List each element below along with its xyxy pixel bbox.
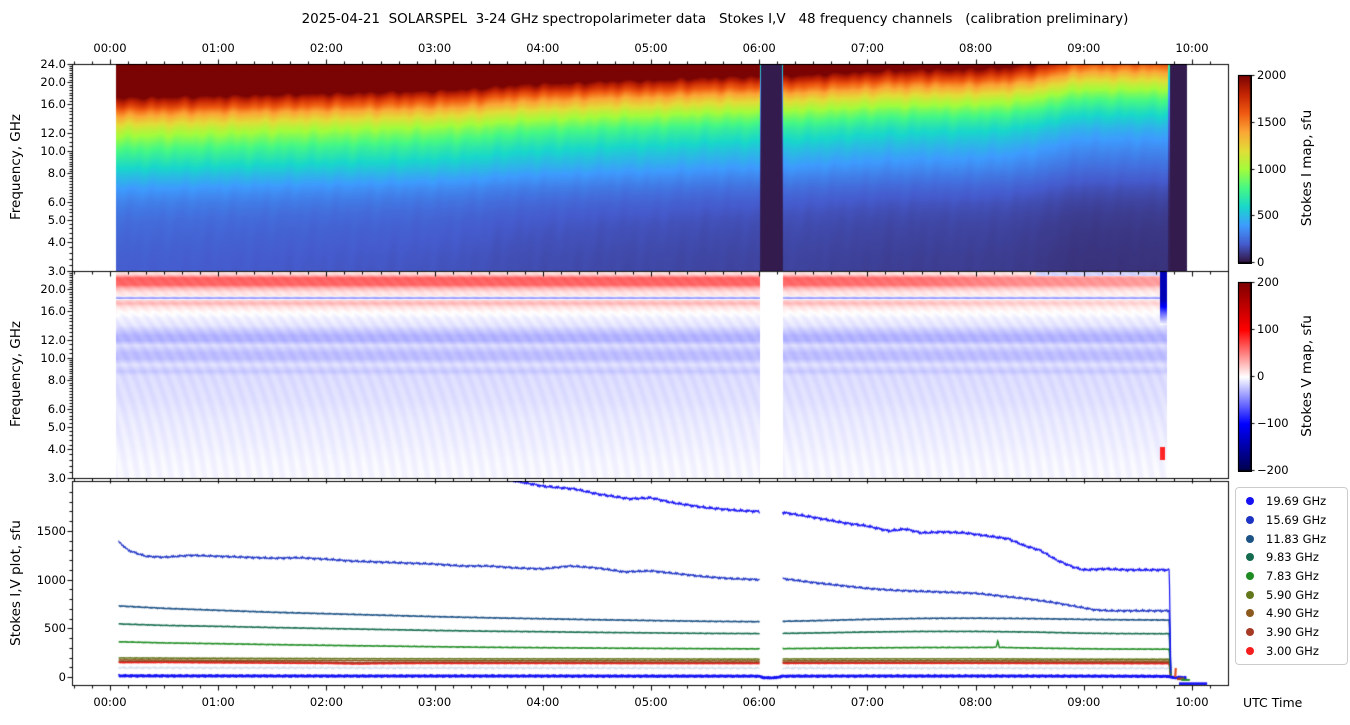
time-tick-label-top: 03:00 [418, 41, 452, 55]
stokes-i-map-panel [72, 64, 1228, 271]
time-tick-label-bottom: 08:00 [959, 695, 993, 709]
colorbar-tick-label: −100 [1257, 416, 1289, 430]
legend-item: 4.90 GHz [1236, 604, 1347, 622]
legend-marker-icon [1246, 646, 1254, 655]
legend-marker-icon [1246, 590, 1254, 599]
time-tick-label-bottom: 03:00 [418, 695, 452, 709]
legend-item: 11.83 GHz [1236, 530, 1347, 548]
freq-tick-label: 3.0 [47, 471, 66, 485]
stokes-iv-lineplot [72, 481, 1228, 685]
flux-tick-label: 1500 [36, 523, 66, 538]
freq-tick-label: 24.0 [40, 57, 66, 71]
time-tick-label-top: 04:00 [526, 41, 560, 55]
legend-marker-icon [1246, 609, 1254, 618]
time-tick-label-top: 08:00 [959, 41, 993, 55]
freq-tick-label: 10.0 [40, 351, 66, 366]
legend-item: 19.69 GHz [1236, 492, 1347, 510]
freq-tick-label: 4.0 [47, 442, 66, 457]
colorbar-tick-label: 0 [1257, 369, 1265, 383]
legend-item: 3.00 GHz [1236, 642, 1347, 660]
stokes-iv-plot-panel [72, 481, 1228, 685]
time-tick-label-bottom: 09:00 [1067, 695, 1101, 709]
stokes-i-heatmap [72, 64, 1228, 271]
freq-tick-label: 10.0 [40, 144, 66, 159]
legend-marker-icon [1246, 553, 1254, 562]
legend-label: 15.69 GHz [1266, 512, 1327, 527]
colorbar-tick-label: 0 [1257, 255, 1265, 269]
legend-item: 3.90 GHz [1236, 623, 1347, 641]
utc-time-label: UTC Time [1243, 695, 1303, 710]
legend-item: 5.90 GHz [1236, 586, 1347, 604]
freq-tick-label: 6.0 [47, 402, 66, 416]
stokes-v-colorbar [1238, 282, 1252, 472]
legend-marker-icon [1246, 571, 1254, 580]
stokes-v-heatmap [72, 271, 1228, 478]
freq-tick-label: 5.0 [47, 420, 66, 435]
legend-label: 11.83 GHz [1266, 531, 1327, 546]
legend-label: 19.69 GHz [1266, 494, 1327, 509]
colorbar-tick-label: −200 [1257, 463, 1289, 477]
legend-item: 15.69 GHz [1236, 511, 1347, 529]
legend-label: 7.83 GHz [1266, 568, 1319, 583]
time-tick-label-top: 05:00 [634, 41, 668, 55]
freq-tick-label: 16.0 [40, 97, 66, 112]
time-tick-label-top: 10:00 [1175, 41, 1209, 55]
time-tick-label-top: 06:00 [742, 41, 776, 55]
legend-item: 9.83 GHz [1236, 548, 1347, 566]
stokes-v-map-panel [72, 271, 1228, 478]
freq-tick-label: 5.0 [47, 213, 66, 228]
legend-label: 5.90 GHz [1266, 587, 1319, 602]
time-tick-label-bottom: 07:00 [850, 695, 884, 709]
stokes-i-colorbar-label: Stokes I map, sfu [1299, 109, 1315, 227]
freq-tick-label: 20.0 [40, 75, 66, 90]
flux-tick-label: 1000 [36, 572, 66, 587]
time-tick-label-bottom: 01:00 [201, 695, 235, 709]
freq-tick-label: 12.0 [40, 333, 66, 347]
time-tick-label-bottom: 10:00 [1175, 695, 1209, 709]
time-tick-label-bottom: 05:00 [634, 695, 668, 709]
flux-tick-label: 500 [44, 621, 66, 636]
legend-label: 9.83 GHz [1266, 550, 1319, 565]
time-tick-label-bottom: 00:00 [93, 695, 127, 709]
figure-title: 2025-04-21 SOLARSPEL 3-24 GHz spectropol… [301, 11, 1129, 27]
stokes-i-colorbar [1238, 75, 1252, 264]
frequency-legend: 19.69 GHz 15.69 GHz 11.83 GHz 9.83 GHz 7.83 … [1235, 487, 1348, 665]
freq-tick-label: 4.0 [47, 235, 66, 250]
colorbar-tick-label: 2000 [1257, 68, 1287, 82]
colorbar-tick-label: 1000 [1257, 161, 1287, 176]
colorbar-tick-label: 1500 [1257, 114, 1287, 129]
time-tick-label-top: 01:00 [201, 41, 235, 55]
freq-tick-label: 8.0 [47, 373, 66, 388]
freq-tick-label: 12.0 [40, 126, 66, 140]
freq-tick-label: 16.0 [40, 304, 66, 319]
colorbar-tick-label: 200 [1257, 275, 1279, 289]
legend-label: 3.00 GHz [1266, 643, 1319, 658]
freq-tick-label: 3.0 [47, 264, 66, 278]
time-tick-label-top: 00:00 [93, 41, 127, 55]
time-tick-label-top: 07:00 [850, 41, 884, 55]
legend-marker-icon [1246, 497, 1254, 506]
freq-tick-label: 8.0 [47, 166, 66, 181]
time-tick-label-bottom: 06:00 [742, 695, 776, 709]
time-tick-label-bottom: 02:00 [309, 695, 343, 709]
time-tick-label-top: 02:00 [309, 41, 343, 55]
flux-tick-label: 0 [58, 670, 66, 684]
freq-tick-label: 6.0 [47, 195, 66, 209]
legend-item: 7.83 GHz [1236, 567, 1347, 585]
time-tick-label-bottom: 04:00 [526, 695, 560, 709]
time-tick-label-top: 09:00 [1067, 41, 1101, 55]
legend-label: 3.90 GHz [1266, 624, 1319, 639]
legend-marker-icon [1246, 515, 1254, 524]
legend-label: 4.90 GHz [1266, 606, 1319, 621]
freq-tick-label: 20.0 [40, 282, 66, 297]
legend-marker-icon [1246, 627, 1254, 636]
colorbar-tick-label: 100 [1257, 322, 1279, 336]
legend-marker-icon [1246, 534, 1254, 543]
colorbar-tick-label: 500 [1257, 208, 1279, 223]
stokes-v-colorbar-label: Stokes V map, sfu [1299, 315, 1315, 437]
